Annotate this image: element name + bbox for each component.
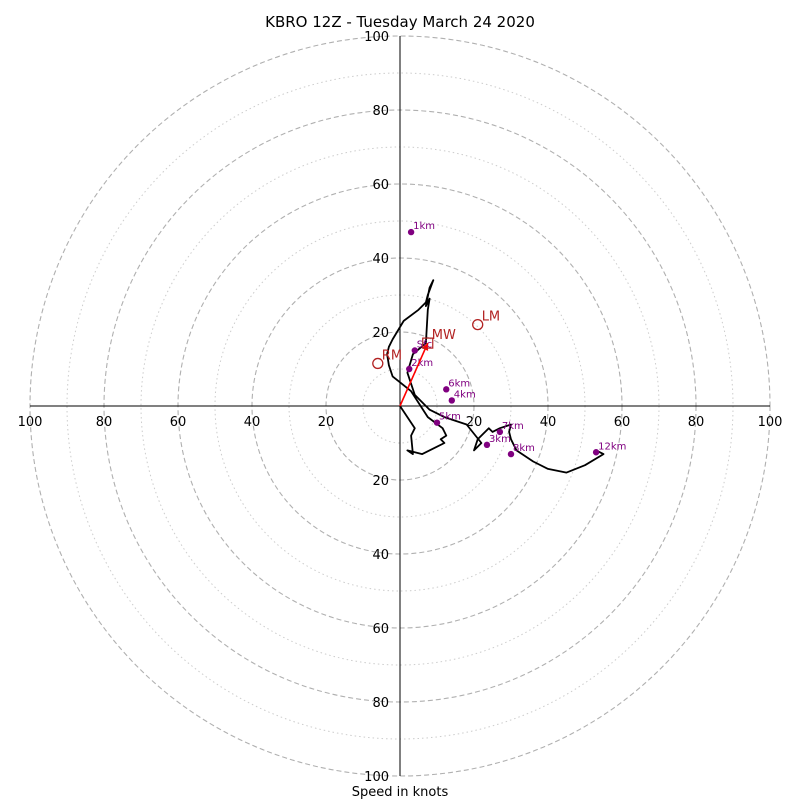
height-marker — [507, 450, 515, 458]
storm-motion-marker — [372, 357, 384, 370]
y-tick-label: 100 — [364, 30, 389, 45]
mean-wind-marker — [422, 337, 434, 349]
height-marker-label: Sfc — [417, 340, 432, 351]
height-marker — [592, 449, 600, 456]
storm-motion-label: MW — [432, 328, 456, 343]
x-tick-label: 80 — [688, 415, 705, 430]
x-tick-label: 60 — [170, 415, 187, 430]
x-tick-label: 100 — [758, 415, 783, 430]
storm-motion-marker — [472, 318, 484, 331]
height-marker-label: 8km — [513, 443, 535, 454]
y-tick-label: 80 — [372, 104, 389, 119]
height-marker — [407, 228, 415, 236]
height-markers: Sfc 1km 2km 3km 4km 5km 6km 7km 8km 12km — [406, 221, 626, 458]
hodograph-trace — [386, 279, 605, 474]
y-tick-label: 60 — [372, 178, 389, 193]
y-tick-label: 40 — [372, 252, 389, 267]
x-tick-label: 100 — [18, 415, 43, 430]
y-tick-label: 40 — [372, 548, 389, 563]
height-marker — [443, 386, 450, 393]
y-tick-label: 100 — [364, 770, 389, 785]
height-marker-label: 6km — [448, 378, 470, 389]
height-marker-label: 2km — [411, 358, 433, 369]
chart-title: KBRO 12Z - Tuesday March 24 2020 — [265, 13, 535, 31]
height-marker — [411, 347, 418, 354]
y-tick-label: 20 — [372, 326, 389, 341]
height-marker-label: 1km — [413, 221, 435, 232]
height-marker-label: 3km — [489, 434, 511, 445]
shear-vector — [399, 342, 429, 407]
y-tick-label: 60 — [372, 622, 389, 637]
height-marker-label: 7km — [502, 421, 524, 432]
height-marker-label: 12km — [598, 441, 626, 452]
height-marker — [433, 419, 441, 426]
x-tick-label: 20 — [318, 415, 335, 430]
x-tick-label: 80 — [96, 415, 113, 430]
x-tick-label: 20 — [466, 415, 483, 430]
x-tick-label: 40 — [540, 415, 557, 430]
shear-vector-arrowhead — [421, 343, 429, 351]
height-marker — [406, 365, 413, 373]
height-marker — [496, 428, 504, 436]
height-marker — [448, 397, 455, 404]
x-axis-label: Speed in knots — [352, 785, 449, 800]
storm-motion-label: LM — [482, 310, 500, 325]
x-tick-label: 60 — [614, 415, 631, 430]
x-tick-label: 40 — [244, 415, 261, 430]
tick-labels: 20 20 20 20 40 40 40 40 60 60 60 60 80 80 80 80 100 100 10… — [18, 30, 783, 785]
storm-motion-markers: RM LM MW — [372, 310, 500, 407]
height-marker-label: 5km — [439, 412, 461, 423]
y-tick-label: 80 — [372, 696, 389, 711]
storm-motion-label: RM — [382, 348, 402, 363]
height-marker — [483, 441, 491, 449]
height-marker-label: 4km — [454, 389, 476, 400]
hodograph-trace-layer — [386, 279, 605, 474]
y-tick-label: 20 — [372, 474, 389, 489]
